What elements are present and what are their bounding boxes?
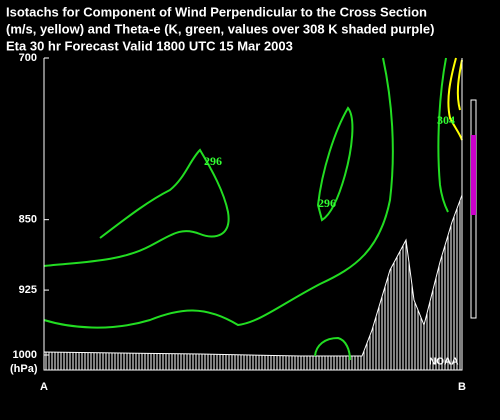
contour-line [437, 57, 449, 213]
title-line: Isotachs for Component of Wind Perpendic… [6, 4, 427, 19]
contour-line [316, 106, 354, 222]
contour-line [314, 336, 351, 361]
watermark: NOAA [429, 357, 458, 368]
color-bar-shade [471, 135, 476, 215]
contour-label: 296 [204, 154, 222, 168]
y-tick-label: 850 [19, 214, 37, 226]
title-line: Eta 30 hr Forecast Valid 1800 UTC 15 Mar… [6, 38, 293, 53]
y-axis-label: (hPa) [10, 363, 38, 375]
y-tick-label: 925 [19, 284, 37, 296]
contour-line [43, 148, 230, 267]
y-tick-label: 1000 [13, 349, 37, 361]
title-line: (m/s, yellow) and Theta-e (K, green, val… [6, 21, 434, 36]
y-tick-label: 700 [19, 52, 37, 64]
contour-line [43, 57, 394, 329]
isotach-line [456, 59, 463, 111]
contour-label: 304 [437, 113, 455, 127]
isotach-line [447, 57, 463, 141]
x-end-label: A [40, 381, 48, 393]
x-end-label: B [458, 381, 466, 393]
contour-label: 296 [318, 196, 336, 210]
